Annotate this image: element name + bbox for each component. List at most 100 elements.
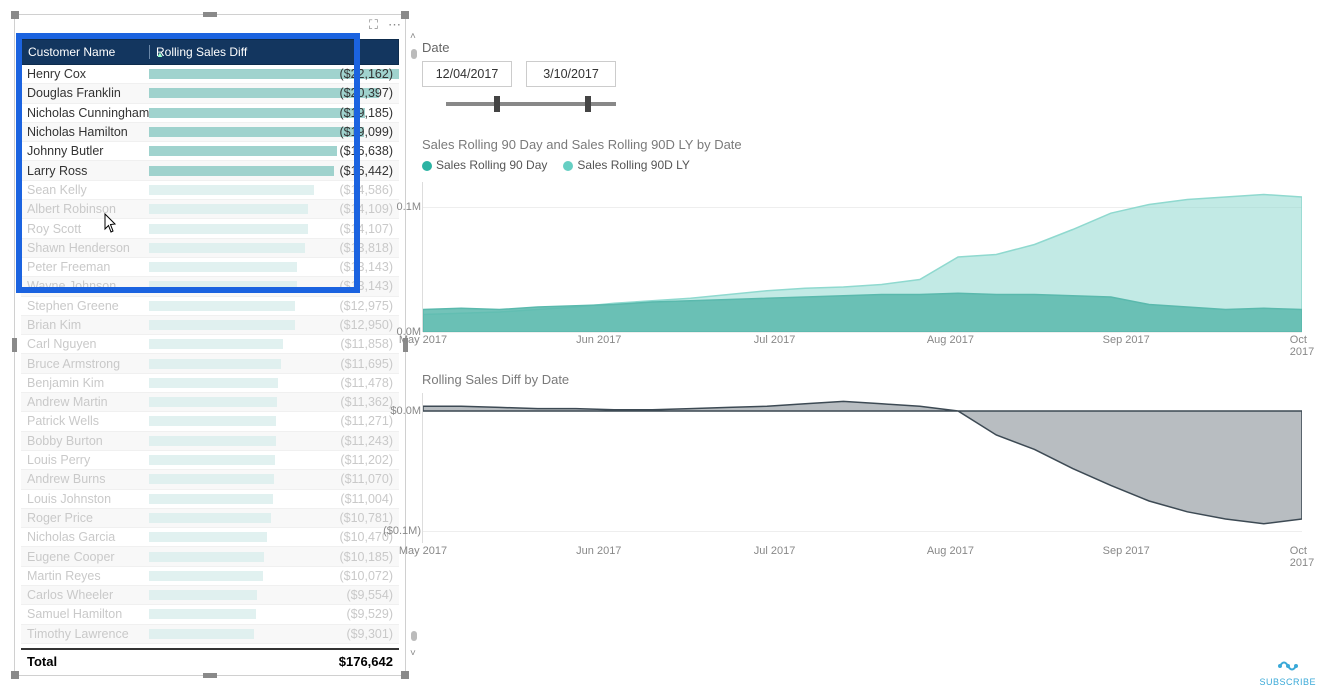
- column-header-name[interactable]: Customer Name: [22, 45, 150, 59]
- table-row[interactable]: Sean Kelly($14,586): [21, 181, 399, 200]
- table-row[interactable]: Carl Nguyen($11,858): [21, 335, 399, 354]
- column-header-diff[interactable]: Rolling Sales Diff ▲: [150, 45, 398, 59]
- table-row[interactable]: Louis Perry($11,202): [21, 451, 399, 470]
- date-to-input[interactable]: [526, 61, 616, 87]
- more-options-icon[interactable]: ⋯: [388, 17, 401, 33]
- sort-asc-icon: ▲: [156, 50, 164, 59]
- table-row[interactable]: Nicholas Hamilton($19,099): [21, 123, 399, 142]
- cell-name: Benjamin Kim: [21, 376, 149, 390]
- table-row[interactable]: Carlos Wheeler($9,554): [21, 586, 399, 605]
- table-header[interactable]: Customer Name Rolling Sales Diff ▲: [21, 39, 399, 65]
- table-row[interactable]: Patrick Wells($11,271): [21, 412, 399, 431]
- table-row[interactable]: Andrew Martin($11,362): [21, 393, 399, 412]
- cell-name: Roger Price: [21, 511, 149, 525]
- x-axis-label: Oct 2017: [1290, 545, 1314, 569]
- scroll-down-icon[interactable]: ˅: [410, 648, 416, 659]
- data-bar: [149, 108, 365, 118]
- table-row[interactable]: Nicholas Cunningham($19,185): [21, 104, 399, 123]
- date-slider[interactable]: [446, 93, 616, 113]
- table-row[interactable]: Douglas Franklin($20,397): [21, 84, 399, 103]
- cell-name: Nicholas Hamilton: [21, 125, 149, 139]
- x-axis-label: May 2017: [399, 545, 447, 557]
- subscribe-badge[interactable]: SUBSCRIBE: [1259, 657, 1316, 687]
- table-row[interactable]: Roy Scott($14,107): [21, 219, 399, 238]
- chart1-area[interactable]: 0.1M0.0MMay 2017Jun 2017Jul 2017Aug 2017…: [422, 182, 1302, 332]
- table-row[interactable]: Bobby Burton($11,243): [21, 432, 399, 451]
- cell-name: Nicholas Cunningham: [21, 106, 149, 120]
- chart2-area[interactable]: $0.0M($0.1M)May 2017Jun 2017Jul 2017Aug …: [422, 393, 1302, 543]
- x-axis-label: Aug 2017: [927, 545, 974, 557]
- data-bar: [149, 339, 283, 349]
- cell-value: ($13,818): [149, 241, 399, 255]
- cell-value: ($10,072): [149, 569, 399, 583]
- cell-value: ($12,975): [149, 299, 399, 313]
- x-axis-label: Jul 2017: [754, 334, 796, 346]
- data-bar: [149, 455, 275, 465]
- legend-item: Sales Rolling 90D LY: [563, 158, 690, 172]
- scroll-thumb[interactable]: [411, 631, 417, 641]
- cell-name: Louis Perry: [21, 453, 149, 467]
- cell-name: Henry Cox: [21, 67, 149, 81]
- x-axis-label: May 2017: [399, 334, 447, 346]
- resize-handle[interactable]: [401, 671, 409, 679]
- slider-handle-end[interactable]: [585, 96, 591, 112]
- table-row[interactable]: Roger Price($10,781): [21, 509, 399, 528]
- table-row[interactable]: Peter Freeman($13,143): [21, 258, 399, 277]
- data-bar: [149, 262, 297, 272]
- table-row[interactable]: Bruce Armstrong($11,695): [21, 354, 399, 373]
- x-axis-label: Jun 2017: [576, 334, 621, 346]
- chart1-title: Sales Rolling 90 Day and Sales Rolling 9…: [422, 137, 1302, 152]
- customer-table: Customer Name Rolling Sales Diff ▲ Henry…: [21, 39, 399, 643]
- table-row[interactable]: Eugene Cooper($10,185): [21, 547, 399, 566]
- cell-value: ($11,695): [149, 357, 399, 371]
- slider-handle-start[interactable]: [494, 96, 500, 112]
- cell-name: Andrew Martin: [21, 395, 149, 409]
- column-header-label: Rolling Sales Diff: [156, 45, 247, 59]
- cell-value: ($22,162): [149, 67, 399, 81]
- resize-handle[interactable]: [401, 11, 409, 19]
- table-row[interactable]: Andrew Burns($11,070): [21, 470, 399, 489]
- date-from-input[interactable]: [422, 61, 512, 87]
- resize-handle[interactable]: [11, 671, 19, 679]
- table-row[interactable]: Timothy Lawrence($9,301): [21, 625, 399, 644]
- data-bar: [149, 571, 263, 581]
- cell-name: Martin Reyes: [21, 569, 149, 583]
- table-visual[interactable]: ⛶ ⋯ ˄ ˅ Customer Name Rolling Sales Diff…: [14, 14, 406, 676]
- x-axis-label: Jun 2017: [576, 545, 621, 557]
- cell-value: ($11,478): [149, 376, 399, 390]
- y-axis-label: $0.0M: [390, 405, 421, 417]
- table-row[interactable]: Wayne Johnson($13,143): [21, 277, 399, 296]
- data-bar: [149, 243, 305, 253]
- cell-name: Brian Kim: [21, 318, 149, 332]
- data-bar: [149, 532, 267, 542]
- cell-value: ($12,950): [149, 318, 399, 332]
- cell-name: Louis Johnston: [21, 492, 149, 506]
- data-bar: [149, 127, 364, 137]
- cell-name: Nicholas Garcia: [21, 530, 149, 544]
- table-row[interactable]: Brian Kim($12,950): [21, 316, 399, 335]
- cell-value: ($19,185): [149, 106, 399, 120]
- scroll-thumb[interactable]: [411, 49, 417, 59]
- resize-handle[interactable]: [11, 11, 19, 19]
- data-bar: [149, 609, 256, 619]
- table-row[interactable]: Benjamin Kim($11,478): [21, 374, 399, 393]
- cell-value: ($14,109): [149, 202, 399, 216]
- table-row[interactable]: Samuel Hamilton($9,529): [21, 605, 399, 624]
- table-row[interactable]: Albert Robinson($14,109): [21, 200, 399, 219]
- table-row[interactable]: Johnny Butler($16,638): [21, 142, 399, 161]
- data-bar: [149, 552, 264, 562]
- data-bar: [149, 224, 308, 234]
- table-row[interactable]: Larry Ross($16,442): [21, 161, 399, 180]
- data-bar: [149, 513, 271, 523]
- resize-handle[interactable]: [203, 673, 217, 678]
- table-row[interactable]: Louis Johnston($11,004): [21, 490, 399, 509]
- table-row[interactable]: Henry Cox($22,162): [21, 65, 399, 84]
- focus-mode-icon[interactable]: ⛶: [369, 17, 378, 33]
- table-row[interactable]: Stephen Greene($12,975): [21, 297, 399, 316]
- scroll-up-icon[interactable]: ˄: [410, 31, 416, 42]
- table-row[interactable]: Shawn Henderson($13,818): [21, 239, 399, 258]
- table-row[interactable]: Nicholas Garcia($10,470): [21, 528, 399, 547]
- resize-handle[interactable]: [12, 338, 17, 352]
- table-row[interactable]: Martin Reyes($10,072): [21, 567, 399, 586]
- resize-handle[interactable]: [203, 12, 217, 17]
